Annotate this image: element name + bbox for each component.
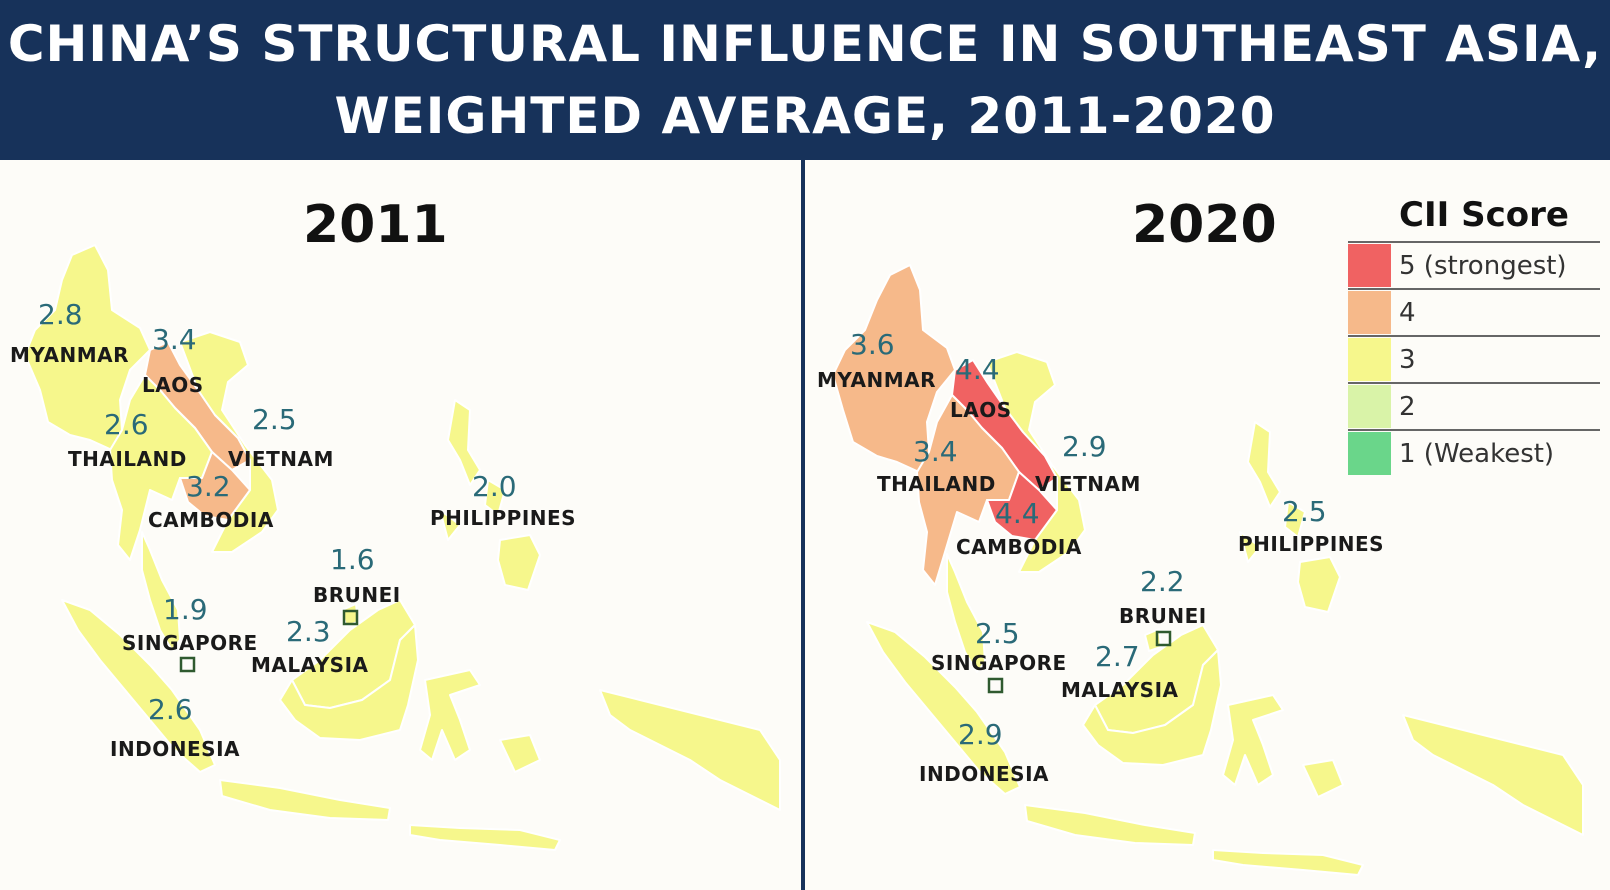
myanmar-score: 2.8 bbox=[38, 298, 83, 331]
legend-label: 4 bbox=[1399, 297, 1416, 328]
map-panel-2020: 2020 3.6 MYANMAR 4.4 LAOS 3.4 THAILAND 2… bbox=[805, 160, 1610, 890]
malaysia-label: MALAYSIA bbox=[251, 653, 369, 677]
brunei-marker bbox=[342, 609, 359, 626]
region-indonesia-east bbox=[409, 689, 781, 851]
thailand-score: 3.4 bbox=[913, 435, 958, 468]
year-label-2020: 2020 bbox=[1132, 195, 1277, 255]
indonesia-label: INDONESIA bbox=[919, 762, 1050, 786]
legend-swatch bbox=[1348, 291, 1391, 334]
region-indonesia-sumatra bbox=[866, 621, 1021, 795]
region-indonesia-java bbox=[219, 779, 391, 821]
region-thailand bbox=[109, 374, 213, 561]
cambodia-label: CAMBODIA bbox=[148, 508, 274, 532]
singapore-label: SINGAPORE bbox=[122, 631, 258, 655]
malaysia-label: MALAYSIA bbox=[1061, 678, 1179, 702]
region-vietnam bbox=[986, 351, 1086, 573]
brunei-label: BRUNEI bbox=[1119, 604, 1207, 628]
region-malaysia-peninsula bbox=[946, 553, 986, 673]
region-vietnam bbox=[179, 331, 279, 553]
legend-item: 3 bbox=[1348, 335, 1600, 382]
region-cambodia bbox=[179, 451, 251, 521]
region-cambodia bbox=[986, 471, 1058, 541]
indonesia-label: INDONESIA bbox=[110, 737, 241, 761]
region-indonesia-borneo bbox=[279, 624, 419, 741]
laos-score: 3.4 bbox=[152, 323, 197, 356]
vietnam-score: 2.5 bbox=[252, 403, 297, 436]
legend-swatch bbox=[1348, 244, 1391, 287]
title-line-1: CHINA’S STRUCTURAL INFLUENCE IN SOUTHEAS… bbox=[7, 15, 1603, 73]
malaysia-score: 2.3 bbox=[286, 615, 331, 648]
vietnam-label: VIETNAM bbox=[228, 447, 334, 471]
philippines-label: PHILIPPINES bbox=[1238, 532, 1385, 556]
cii-legend: CII Score 5 (strongest) 4 3 2 1 (Weakest… bbox=[1348, 195, 1600, 476]
laos-label: LAOS bbox=[950, 398, 1012, 422]
brunei-score: 2.2 bbox=[1140, 565, 1185, 598]
philippines-score: 2.5 bbox=[1282, 495, 1327, 528]
legend-item: 1 (Weakest) bbox=[1348, 429, 1600, 476]
region-thailand bbox=[916, 394, 1020, 586]
legend-item: 4 bbox=[1348, 288, 1600, 335]
vietnam-score: 2.9 bbox=[1062, 430, 1107, 463]
singapore-score: 1.9 bbox=[163, 593, 208, 626]
myanmar-label: MYANMAR bbox=[817, 368, 936, 392]
legend-swatch bbox=[1348, 385, 1391, 428]
region-indonesia-sulawesi bbox=[419, 669, 481, 761]
myanmar-score: 3.6 bbox=[850, 328, 895, 361]
legend-label: 5 (strongest) bbox=[1399, 250, 1567, 281]
laos-label: LAOS bbox=[142, 373, 204, 397]
vietnam-label: VIETNAM bbox=[1035, 472, 1141, 496]
legend-label: 2 bbox=[1399, 391, 1416, 422]
myanmar-label: MYANMAR bbox=[10, 343, 129, 367]
singapore-marker bbox=[987, 677, 1004, 694]
legend-item: 2 bbox=[1348, 382, 1600, 429]
legend-item: 5 (strongest) bbox=[1348, 241, 1600, 288]
region-malaysia-peninsula bbox=[141, 531, 181, 651]
indonesia-score: 2.9 bbox=[958, 718, 1003, 751]
thailand-label: THAILAND bbox=[68, 447, 187, 471]
cambodia-score: 3.2 bbox=[186, 470, 231, 503]
legend-label: 1 (Weakest) bbox=[1399, 438, 1555, 469]
indonesia-score: 2.6 bbox=[148, 693, 193, 726]
brunei-marker bbox=[1155, 630, 1172, 647]
philippines-score: 2.0 bbox=[472, 470, 517, 503]
philippines-label: PHILIPPINES bbox=[430, 506, 577, 530]
legend-swatch bbox=[1348, 338, 1391, 381]
singapore-label: SINGAPORE bbox=[931, 651, 1067, 675]
cambodia-score: 4.4 bbox=[995, 497, 1040, 530]
cambodia-label: CAMBODIA bbox=[956, 535, 1082, 559]
laos-score: 4.4 bbox=[955, 353, 1000, 386]
malaysia-score: 2.7 bbox=[1095, 640, 1140, 673]
year-label-2011: 2011 bbox=[303, 195, 448, 255]
region-indonesia-java bbox=[1024, 804, 1196, 846]
region-indonesia-sulawesi bbox=[1222, 694, 1284, 786]
map-2011 bbox=[24, 244, 781, 851]
map-2020 bbox=[832, 264, 1584, 876]
singapore-score: 2.5 bbox=[975, 617, 1020, 650]
panel-divider bbox=[801, 160, 805, 890]
region-indonesia-east bbox=[1212, 714, 1584, 876]
legend-title: CII Score bbox=[1399, 195, 1569, 235]
thailand-score: 2.6 bbox=[104, 408, 149, 441]
region-philippines bbox=[1239, 421, 1341, 613]
singapore-marker bbox=[179, 656, 196, 673]
brunei-score: 1.6 bbox=[330, 543, 375, 576]
region-indonesia-sumatra bbox=[61, 599, 216, 773]
thailand-label: THAILAND bbox=[877, 472, 996, 496]
title-line-2: WEIGHTED AVERAGE, 2011-2020 bbox=[334, 87, 1276, 145]
legend-swatch bbox=[1348, 432, 1391, 475]
region-philippines bbox=[439, 399, 541, 591]
title-banner: CHINA’S STRUCTURAL INFLUENCE IN SOUTHEAS… bbox=[0, 0, 1610, 160]
brunei-label: BRUNEI bbox=[313, 583, 401, 607]
legend-label: 3 bbox=[1399, 344, 1416, 375]
map-panel-2011: 2011 2.8 MYANMAR 3.4 LAOS 2.6 THAILAND 2… bbox=[0, 160, 801, 890]
region-indonesia-borneo bbox=[1082, 649, 1222, 766]
